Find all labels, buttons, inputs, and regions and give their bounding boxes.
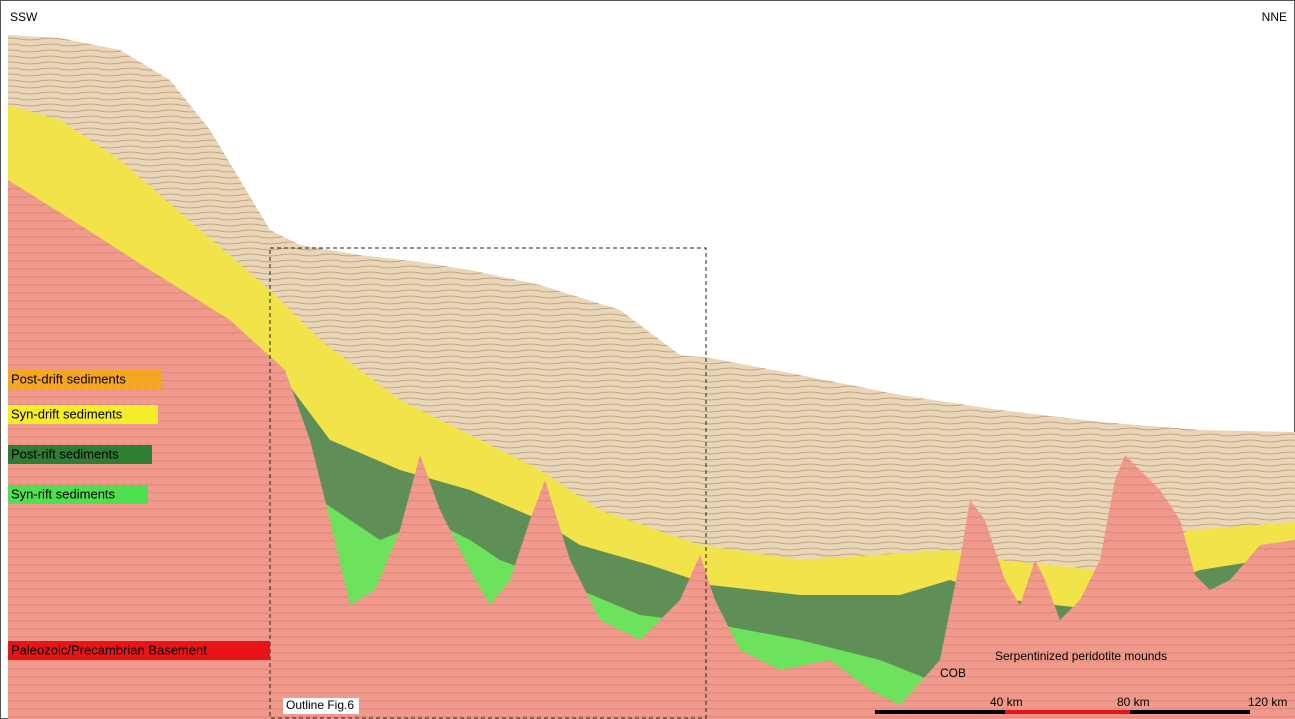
scale-bar-segment [1130,710,1250,714]
legend-swatch [8,405,158,424]
legend-label: Syn-rift sediments [11,486,116,501]
legend-swatch [8,485,148,504]
legend-label: Post-rift sediments [11,446,119,461]
annotation: Serpentinized peridotite mounds [995,649,1167,663]
legend-swatch [8,370,162,389]
annotation: Outline Fig.6 [286,698,354,712]
direction-label: NNE [1262,10,1287,24]
scale-label: 80 km [1117,695,1150,709]
legend-label: Post-drift sediments [11,371,126,386]
outline-box [269,247,707,719]
direction-label: SSW [10,10,38,24]
basement [8,180,1295,719]
annotation: COB [940,666,966,680]
legend-label: Paleozoic/Precambrian Basement [11,642,207,657]
legend-label: Syn-drift sediments [11,406,123,421]
scale-bar-segment [1005,710,1130,714]
scale-label: 120 km [1248,695,1287,709]
legend-swatch [8,445,152,464]
scale-bar-segment [875,710,1005,714]
legend-swatch [8,641,270,660]
scale-label: 40 km [990,695,1023,709]
label-bg [283,698,359,714]
